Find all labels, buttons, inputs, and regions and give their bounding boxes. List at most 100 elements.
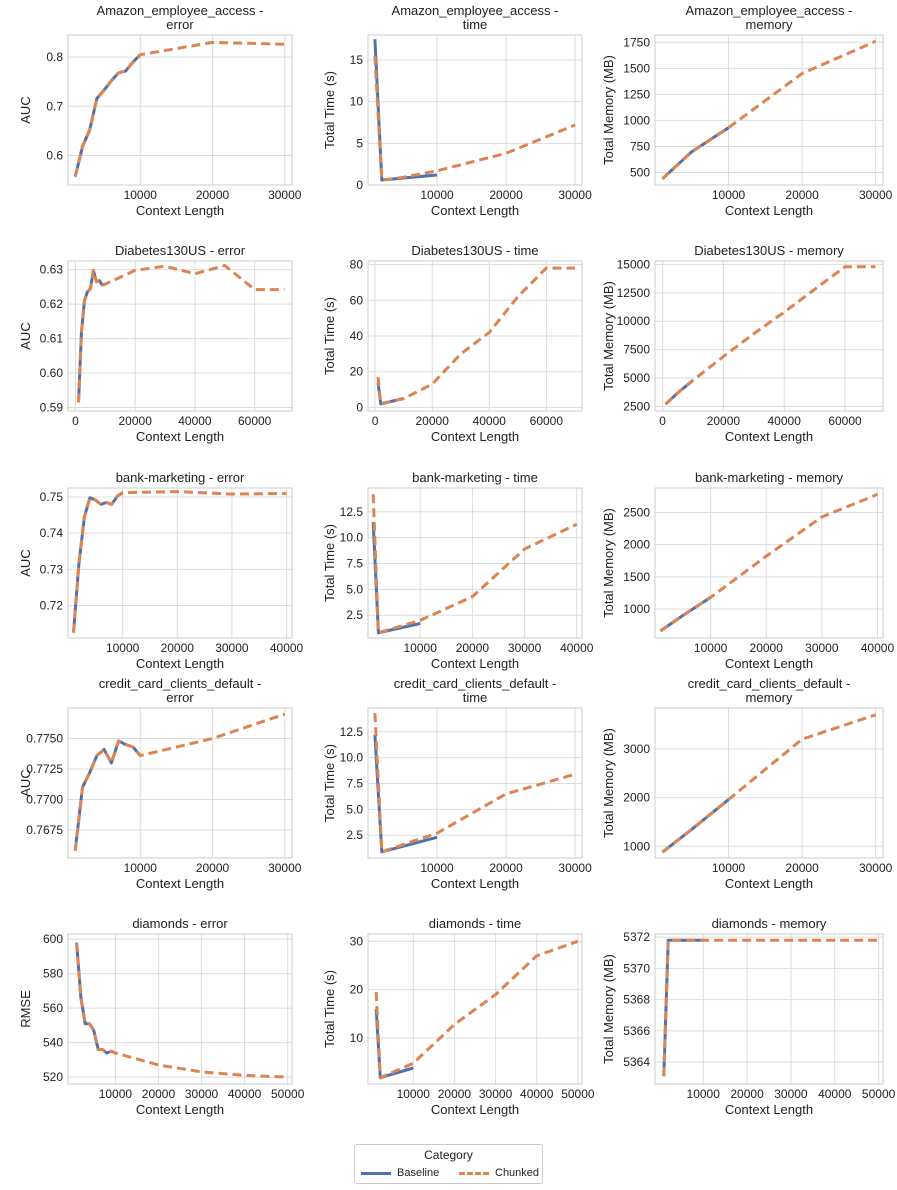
subplot-4: 0 20000 40000 60000 0 20 40 60 80 Context Length T… (322, 243, 583, 444)
x-tick-label: 20000 (730, 1087, 764, 1101)
x-tick-label: 10000 (712, 188, 746, 202)
baseline-swatch (361, 1171, 391, 1175)
subplot-title-line: time (463, 690, 488, 705)
y-tick-label: 1500 (623, 61, 650, 75)
subplot-title: Amazon_employee_access -time (392, 3, 559, 32)
subplot-title: Amazon_employee_access -error (97, 3, 264, 32)
y-tick-label: 5366 (623, 1024, 650, 1038)
y-axis-label: Total Time (s) (322, 71, 337, 149)
chunked-swatch (459, 1171, 489, 1175)
y-axis-label: Total Memory (MB) (601, 508, 616, 618)
baseline-line (374, 1008, 414, 1080)
y-tick-label: 15000 (617, 257, 651, 271)
y-tick-label: 1250 (623, 87, 650, 101)
x-tick-label: 10000 (694, 641, 728, 655)
y-tick-label: 5370 (623, 961, 650, 975)
y-axis-label: RMSE (18, 990, 33, 1028)
y-tick-label: 12500 (617, 286, 651, 300)
x-tick-label: 20000 (196, 188, 230, 202)
y-tick-label: 2000 (623, 538, 650, 552)
y-axis-label: Total Time (s) (322, 744, 337, 822)
x-axis-label: Context Length (136, 656, 224, 671)
subplot-11: 10000 20000 30000 1000 2000 3000 Context Lengt… (601, 676, 893, 891)
x-axis-label: Context Length (431, 656, 519, 671)
subplot-title-line: credit_card_clients_default - (394, 676, 557, 691)
subplot-title: Diabetes130US - time (411, 243, 538, 258)
y-tick-label: 12.5 (340, 725, 364, 739)
y-tick-label: 1000 (623, 602, 650, 616)
x-tick-label: 20000 (456, 641, 490, 655)
x-tick-label: 40000 (228, 1087, 262, 1101)
plot-frame (654, 933, 884, 1085)
subplot-title: Amazon_employee_access -memory (686, 3, 853, 32)
y-axis-label: AUC (18, 769, 33, 796)
x-tick-label: 10000 (124, 861, 158, 875)
x-tick-label: 20000 (161, 641, 195, 655)
chunked-line (664, 265, 876, 406)
subplot-title-line: Amazon_employee_access - (686, 3, 853, 18)
x-tick-label: 50000 (561, 1087, 595, 1101)
subplot-title-line: diamonds - memory (712, 916, 827, 931)
x-tick-label: 10000 (106, 641, 140, 655)
legend-title: Category (424, 1148, 473, 1162)
chunked-line (376, 266, 575, 406)
subplot-title: bank-marketing - memory (695, 470, 844, 485)
y-tick-label: 30 (350, 934, 364, 948)
y-tick-label: 5368 (623, 993, 650, 1007)
x-tick-label: 10000 (397, 1087, 431, 1101)
y-tick-label: 5000 (623, 371, 650, 385)
y-axis-label: Total Time (s) (322, 970, 337, 1048)
subplot-7: 10000 20000 30000 40000 2.5 5.0 7.5 10.0 12.5 Con… (322, 470, 594, 671)
plot-frame (67, 260, 293, 412)
x-tick-label: 40000 (768, 414, 802, 428)
y-tick-label: 520 (43, 1070, 63, 1084)
y-axis-label: Total Time (s) (322, 297, 337, 375)
subplot-9: 10000 20000 30000 0.7675 0.7700 0.7725 0.7750 C… (18, 676, 302, 891)
x-axis-label: Context Length (431, 203, 519, 218)
y-tick-label: 0.63 (40, 263, 64, 277)
legend-label-baseline: Baseline (397, 1167, 440, 1179)
subplot-8: 10000 20000 30000 40000 1000 1500 2000 2500 Cont… (601, 470, 894, 671)
x-tick-label: 40000 (560, 641, 594, 655)
y-tick-label: 0.59 (40, 401, 64, 415)
x-tick-label: 60000 (828, 414, 862, 428)
subplot-6: 10000 20000 30000 40000 0.72 0.73 0.74 0.75 Cont… (18, 470, 304, 671)
subplot-title: diamonds - time (429, 916, 521, 931)
y-tick-label: 5.0 (346, 582, 363, 596)
subplot-title: bank-marketing - error (116, 470, 245, 485)
y-axis-label: Total Memory (MB) (601, 954, 616, 1064)
baseline-line (661, 126, 730, 180)
y-tick-label: 20 (350, 983, 364, 997)
x-tick-label: 30000 (215, 641, 249, 655)
x-tick-label: 30000 (185, 1087, 219, 1101)
plot-frame (654, 260, 884, 412)
x-tick-label: 0 (659, 414, 666, 428)
subplot-3: 0 20000 40000 60000 0.59 0.60 0.61 0.62 0.63 Cont… (18, 243, 293, 444)
x-tick-label: 20000 (142, 1087, 176, 1101)
x-axis-label: Context Length (725, 656, 813, 671)
x-tick-label: 0 (72, 414, 79, 428)
subplot-2: 10000 20000 30000 500 750 1000 1250 1500 1750 Con… (601, 3, 893, 218)
y-tick-label: 540 (43, 1036, 63, 1050)
y-axis-label: Total Memory (MB) (601, 281, 616, 391)
subplot-title: Diabetes130US - memory (694, 243, 844, 258)
y-tick-label: 10.0 (340, 751, 364, 765)
y-tick-label: 0.74 (40, 526, 64, 540)
x-tick-label: 30000 (508, 641, 542, 655)
subplot-title-line: time (463, 17, 488, 32)
y-tick-label: 500 (630, 166, 650, 180)
chunked-line (374, 939, 579, 1080)
x-tick-label: 40000 (270, 641, 304, 655)
x-tick-label: 30000 (558, 861, 592, 875)
plot-frame (654, 34, 884, 186)
subplot-title-line: Diabetes130US - error (115, 243, 246, 258)
subplot-14: 10000 20000 30000 40000 50000 5364 5366 5368 537… (601, 916, 896, 1117)
x-tick-label: 20000 (750, 641, 784, 655)
y-tick-label: 0.75 (40, 490, 64, 504)
x-tick-label: 30000 (268, 861, 302, 875)
y-tick-label: 2500 (623, 505, 650, 519)
y-tick-label: 0.62 (40, 297, 64, 311)
subplot-title-line: credit_card_clients_default - (99, 676, 262, 691)
baseline-line (72, 491, 124, 633)
